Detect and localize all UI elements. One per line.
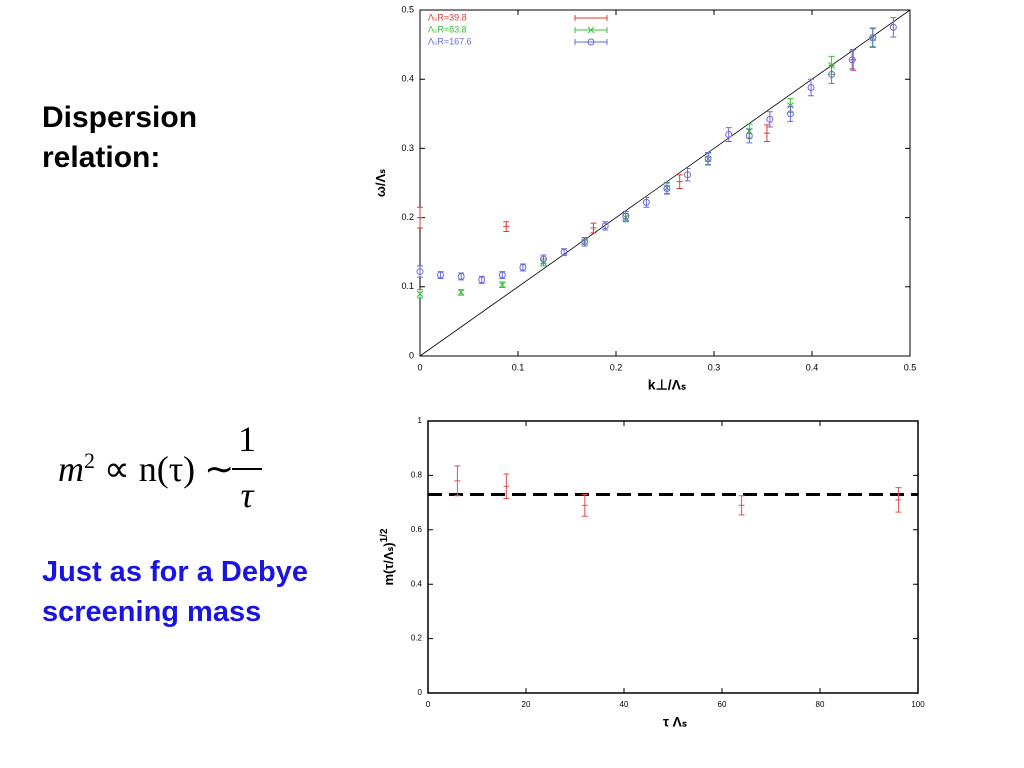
y-axis-label: m(τ/Λₛ)1/2: [379, 528, 397, 585]
x-tick-label: 0.1: [512, 362, 525, 372]
y-tick-label: 1: [418, 416, 423, 425]
marker: [766, 115, 774, 123]
legend-marker: [587, 26, 595, 34]
denominator: τ: [240, 475, 254, 515]
marker: [889, 23, 897, 31]
x-tick-label: 40: [620, 700, 629, 709]
x-tick-label: 0: [417, 362, 422, 372]
legend-label: ΛₛR=39.8: [428, 12, 467, 22]
marker: [457, 288, 465, 296]
y-tick-label: 0.8: [411, 471, 423, 480]
formula-middle: ∝ n(τ) ∼: [104, 449, 235, 489]
x-tick-label: 20: [522, 700, 531, 709]
error-bar: [766, 111, 773, 128]
marker: [581, 238, 589, 246]
marker: [684, 171, 692, 179]
marker: [807, 84, 815, 92]
marker: [745, 132, 753, 140]
legend-marker: [587, 38, 595, 46]
y-axis-label: ω/Λₛ: [373, 169, 388, 197]
error-bar: [663, 182, 670, 195]
x-tick-label: 80: [816, 700, 825, 709]
formula-denominator: τ: [230, 474, 264, 516]
error-bar: [684, 167, 691, 182]
marker: [663, 185, 671, 193]
marker: [787, 102, 794, 109]
y-tick-label: 0.2: [411, 634, 423, 643]
x-tick-label: 0.3: [708, 362, 721, 372]
error-bar: [828, 64, 835, 84]
error-bar: [725, 127, 732, 142]
error-bar: [869, 27, 876, 48]
marker: [539, 255, 547, 263]
y-tick-label: 0.3: [401, 143, 414, 153]
marker: [498, 281, 506, 289]
y-axis-label-main: m(τ/Λₛ): [381, 542, 396, 585]
formula-numerator: 1: [238, 419, 256, 459]
x-axis-label: k⊥/Λₛ: [648, 377, 686, 393]
error-bar: [787, 105, 794, 122]
marker: [828, 70, 836, 78]
error-bar: [808, 78, 815, 97]
x-tick-label: 0.5: [904, 362, 917, 372]
x-tick-label: 0.4: [806, 362, 819, 372]
marker: [725, 131, 733, 139]
fraction: 1 τ: [230, 418, 264, 516]
y-tick-label: 0: [409, 350, 414, 360]
y-tick-label: 0.5: [401, 4, 414, 14]
x-tick-label: 100: [911, 700, 925, 709]
marker: [601, 222, 609, 230]
heading: Dispersion relation:: [42, 101, 198, 174]
x-axis-label: τ Λₛ: [663, 714, 687, 730]
marker: [457, 272, 465, 280]
formula-exponent: 2: [84, 448, 95, 473]
error-bar: [890, 17, 897, 38]
fraction-bar: [232, 468, 262, 470]
x-tick-label: 60: [718, 700, 727, 709]
marker: [786, 110, 794, 118]
y-tick-label: 0.4: [411, 579, 423, 588]
note: Just as for a Debye screening mass: [42, 556, 308, 628]
plot-frame: [419, 9, 911, 357]
marker: [437, 271, 445, 279]
error-bar: [746, 128, 753, 144]
marker: [416, 268, 424, 276]
marker: [560, 248, 568, 256]
marker: [519, 263, 527, 271]
x-tick-label: 0.2: [610, 362, 623, 372]
y-axis-label-main: ω/Λₛ: [373, 169, 388, 197]
y-tick-label: 0.4: [401, 74, 414, 84]
marker: [416, 290, 424, 298]
legend-label: ΛₛR=83.8: [428, 24, 467, 34]
marker: [848, 56, 856, 64]
marker: [704, 155, 712, 163]
x-tick-label: 0: [426, 700, 431, 709]
marker: [498, 271, 506, 279]
error-bar: [417, 265, 423, 278]
plot-frame: [427, 420, 919, 694]
marker: [869, 34, 877, 42]
legend-label: ΛₛR=167.6: [428, 36, 472, 46]
error-bar: [849, 50, 856, 70]
marker: [622, 212, 630, 220]
y-axis-label-sup: 1/2: [379, 528, 390, 542]
marker: [642, 198, 650, 206]
y-tick-label: 0.6: [411, 525, 423, 534]
marker: [478, 276, 486, 284]
y-tick-label: 0.1: [401, 281, 414, 291]
error-bar: [705, 152, 712, 166]
y-tick-label: 0: [418, 688, 423, 697]
formula-base: m: [58, 449, 84, 489]
legend-sample: [574, 39, 608, 45]
y-tick-label: 0.2: [401, 212, 414, 222]
